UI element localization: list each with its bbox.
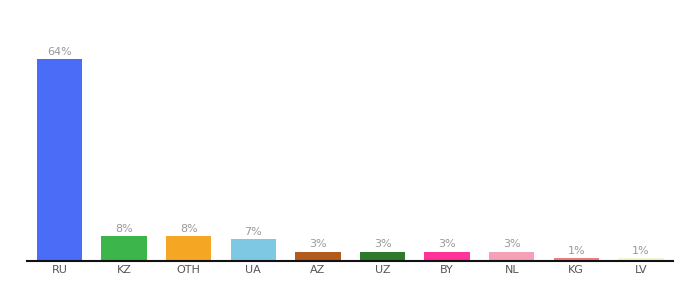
Text: 1%: 1% bbox=[632, 246, 649, 256]
Bar bbox=[37, 59, 82, 261]
Bar bbox=[489, 251, 534, 261]
Bar bbox=[166, 236, 211, 261]
Bar bbox=[424, 251, 470, 261]
Bar bbox=[618, 258, 664, 261]
Bar bbox=[554, 258, 599, 261]
Bar bbox=[295, 251, 341, 261]
Text: 8%: 8% bbox=[115, 224, 133, 234]
Text: 3%: 3% bbox=[374, 239, 391, 249]
Text: 3%: 3% bbox=[309, 239, 326, 249]
Text: 3%: 3% bbox=[439, 239, 456, 249]
Bar bbox=[101, 236, 147, 261]
Bar bbox=[231, 239, 276, 261]
Text: 1%: 1% bbox=[568, 246, 585, 256]
Bar bbox=[360, 251, 405, 261]
Text: 8%: 8% bbox=[180, 224, 198, 234]
Text: 3%: 3% bbox=[503, 239, 520, 249]
Text: 64%: 64% bbox=[47, 47, 72, 57]
Text: 7%: 7% bbox=[244, 227, 262, 237]
